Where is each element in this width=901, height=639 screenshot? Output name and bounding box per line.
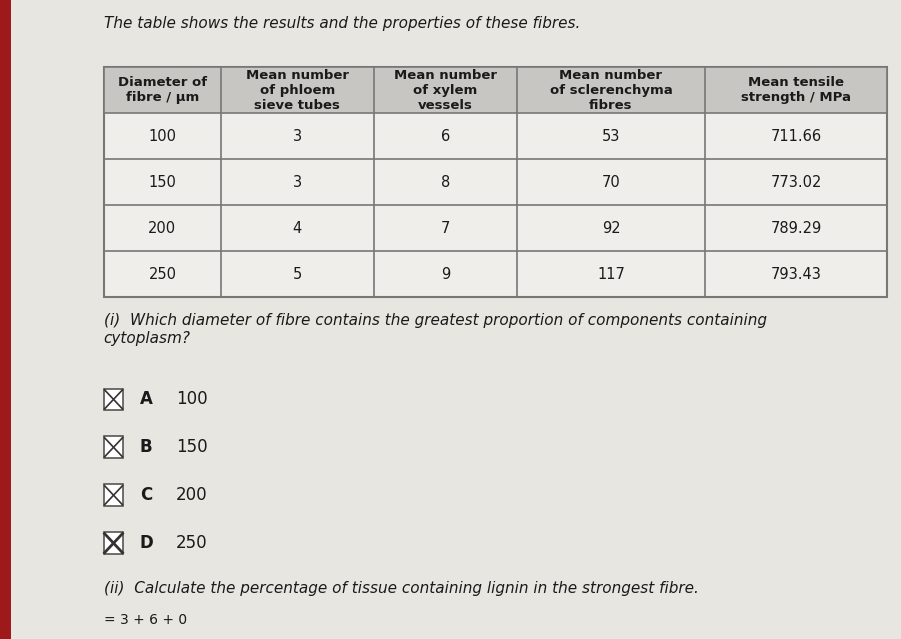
Text: 250: 250 [176, 534, 207, 552]
Text: 70: 70 [602, 174, 620, 190]
Text: 3: 3 [293, 128, 302, 144]
FancyBboxPatch shape [104, 389, 123, 410]
Text: 150: 150 [176, 438, 207, 456]
Text: B: B [140, 438, 152, 456]
Text: Mean number
of sclerenchyma
fibres: Mean number of sclerenchyma fibres [550, 68, 672, 112]
FancyBboxPatch shape [0, 0, 11, 639]
Text: C: C [140, 486, 152, 504]
Text: 711.66: 711.66 [770, 128, 822, 144]
Text: 6: 6 [441, 128, 450, 144]
Text: 5: 5 [293, 266, 302, 282]
Text: 3: 3 [293, 174, 302, 190]
Text: 4: 4 [293, 220, 302, 236]
Text: (i)  Which diameter of fibre contains the greatest proportion of components cont: (i) Which diameter of fibre contains the… [104, 313, 767, 346]
Text: 92: 92 [602, 220, 620, 236]
Text: 8: 8 [441, 174, 450, 190]
Text: 200: 200 [149, 220, 177, 236]
Text: Diameter of
fibre / μm: Diameter of fibre / μm [118, 76, 207, 104]
Text: 773.02: 773.02 [770, 174, 822, 190]
Text: = 3 + 6 + 0: = 3 + 6 + 0 [104, 613, 187, 627]
FancyBboxPatch shape [104, 484, 123, 506]
Text: D: D [140, 534, 153, 552]
Text: Mean tensile
strength / MPa: Mean tensile strength / MPa [741, 76, 851, 104]
Text: 9: 9 [441, 266, 450, 282]
Text: 793.43: 793.43 [770, 266, 822, 282]
Text: Mean number
of xylem
vessels: Mean number of xylem vessels [394, 68, 497, 112]
Text: (ii)  Calculate the percentage of tissue containing lignin in the strongest fibr: (ii) Calculate the percentage of tissue … [104, 581, 698, 596]
Text: The table shows the results and the properties of these fibres.: The table shows the results and the prop… [104, 16, 580, 31]
Text: 100: 100 [176, 390, 207, 408]
FancyBboxPatch shape [104, 436, 123, 458]
Text: 7: 7 [441, 220, 450, 236]
Text: 789.29: 789.29 [770, 220, 822, 236]
Text: 117: 117 [597, 266, 625, 282]
Text: 53: 53 [602, 128, 620, 144]
Text: A: A [140, 390, 152, 408]
Text: 150: 150 [149, 174, 177, 190]
FancyBboxPatch shape [104, 532, 123, 554]
Text: Mean number
of phloem
sieve tubes: Mean number of phloem sieve tubes [246, 68, 349, 112]
Text: 100: 100 [149, 128, 177, 144]
Text: 250: 250 [149, 266, 177, 282]
FancyBboxPatch shape [104, 67, 887, 297]
FancyBboxPatch shape [104, 67, 887, 113]
Text: 200: 200 [176, 486, 207, 504]
